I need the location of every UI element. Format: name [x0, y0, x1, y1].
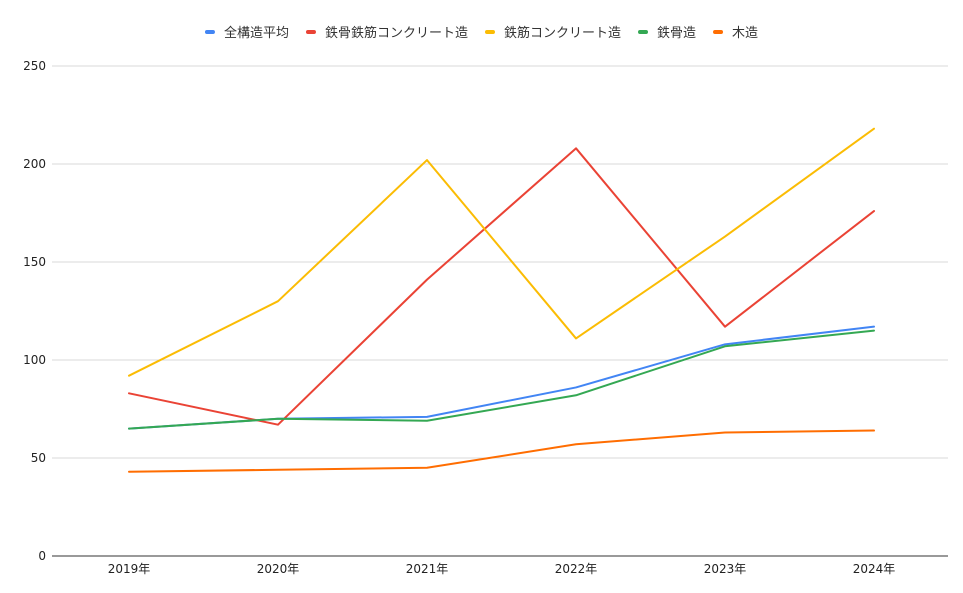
- legend-swatch: [204, 30, 215, 34]
- axis-layer: 0 50 100 150 200 250 2019年 2020年 2021年 2022年 2023年…: [23, 59, 948, 576]
- legend-item-2[interactable]: 鉄筋コンクリート造: [484, 25, 621, 41]
- legend-swatch: [638, 30, 649, 34]
- x-tick-label: 2023年: [704, 562, 747, 576]
- legend-label: 鉄骨造: [657, 26, 696, 41]
- grid-layer: [52, 65, 948, 459]
- x-tick-label: 2020年: [257, 562, 300, 576]
- series-line-2[interactable]: [128, 127, 875, 377]
- legend-item-4[interactable]: 木造: [713, 26, 758, 41]
- y-tick-label: 150: [23, 255, 46, 269]
- x-tick-label: 2021年: [406, 562, 449, 576]
- series-line-4[interactable]: [128, 429, 875, 473]
- y-tick-label: 200: [23, 157, 46, 171]
- x-tick-label: 2024年: [853, 562, 896, 576]
- y-tick-label: 100: [23, 353, 46, 367]
- legend-item-3[interactable]: 鉄骨造: [638, 26, 696, 41]
- series-line-3[interactable]: [128, 329, 875, 430]
- legend-item-0[interactable]: 全構造平均: [204, 25, 289, 41]
- series-line-1[interactable]: [128, 147, 875, 426]
- legend-swatch: [484, 30, 495, 34]
- legend-label: 鉄骨鉄筋コンクリート造: [325, 25, 468, 41]
- y-tick-label: 250: [23, 59, 46, 73]
- legend-swatch: [305, 30, 316, 34]
- y-tick-label: 50: [31, 451, 46, 465]
- series-layer: [128, 127, 875, 473]
- legend-swatch: [713, 30, 724, 34]
- legend-label: 全構造平均: [224, 25, 289, 41]
- legend[interactable]: 全構造平均 鉄骨鉄筋コンクリート造 鉄筋コンクリート造 鉄骨造 木造: [204, 25, 758, 41]
- legend-item-1[interactable]: 鉄骨鉄筋コンクリート造: [305, 25, 468, 41]
- x-tick-label: 2022年: [555, 562, 598, 576]
- x-tick-label: 2019年: [108, 562, 151, 576]
- legend-label: 木造: [732, 26, 758, 41]
- y-tick-label: 0: [38, 549, 46, 563]
- legend-label: 鉄筋コンクリート造: [504, 25, 621, 41]
